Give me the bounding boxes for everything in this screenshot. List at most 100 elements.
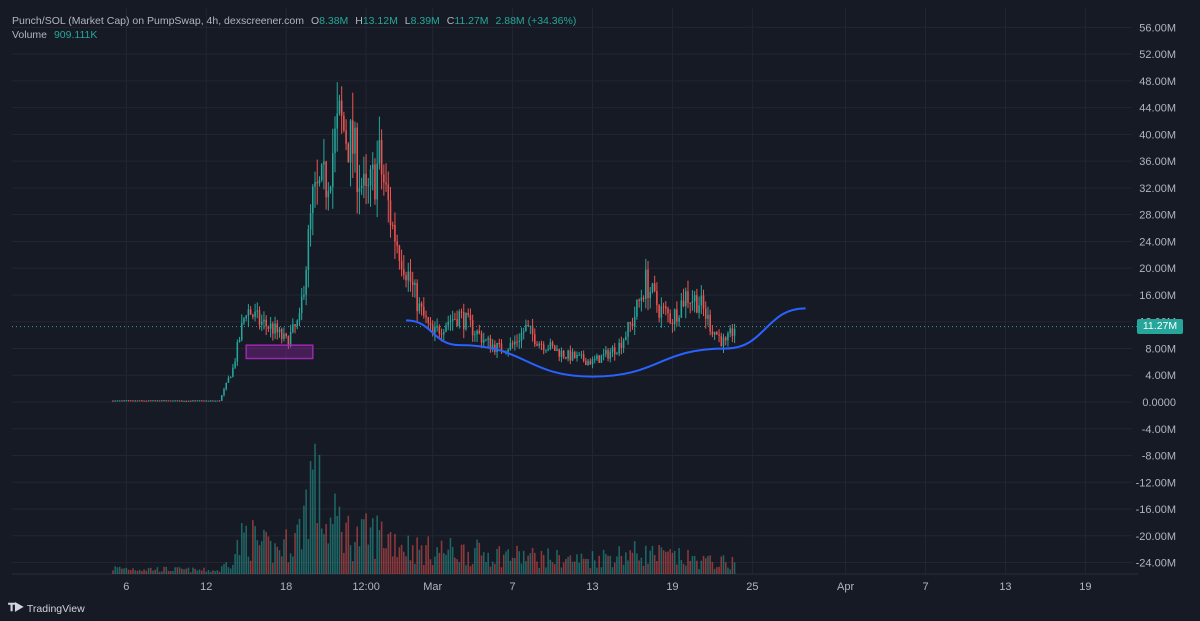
volume-bar: [123, 568, 125, 574]
volume-bar: [696, 560, 698, 574]
candle-body: [700, 295, 703, 306]
candle-body: [403, 269, 405, 276]
candle-body: [340, 100, 343, 116]
volume-bar: [252, 520, 254, 574]
volume-bar: [316, 523, 319, 574]
candle-body: [225, 382, 227, 390]
candle-body: [227, 378, 230, 383]
volume-bar: [276, 546, 279, 574]
volume-bar: [496, 548, 498, 574]
candle-body: [425, 315, 427, 318]
candle-body: [167, 400, 170, 402]
volume-bar: [112, 570, 114, 574]
volume-bar: [600, 567, 603, 574]
chart-legend: Punch/SOL (Market Cap) on PumpSwap, 4h, …: [12, 14, 576, 42]
volume-bar: [358, 546, 361, 574]
close-value: 11.27M: [454, 15, 489, 27]
volume-bar: [587, 558, 589, 574]
y-tick-label: 24.00M: [1139, 236, 1176, 248]
candle-body: [682, 300, 685, 307]
open-label: O: [310, 15, 320, 27]
candle-body: [338, 100, 341, 114]
candle-body: [252, 314, 254, 317]
candle-body: [112, 400, 114, 402]
candle-body: [132, 400, 134, 402]
volume-bar: [554, 564, 556, 574]
volume-bar: [256, 540, 259, 574]
candle-body: [163, 400, 165, 402]
volume-bar: [225, 562, 227, 574]
volume-bar: [585, 558, 587, 574]
candle-body: [127, 400, 130, 402]
volume-label: Volume: [12, 29, 48, 41]
volume-bar: [733, 562, 736, 574]
volume-bar: [365, 513, 367, 574]
candle-body: [656, 290, 658, 306]
candle-body: [187, 400, 190, 402]
candle-body: [554, 345, 556, 351]
volume-bar: [576, 554, 578, 574]
candle-body: [636, 299, 638, 317]
low-label: L: [404, 15, 411, 27]
volume-bar: [303, 505, 305, 574]
candle-body: [702, 295, 705, 309]
candle-body: [602, 354, 605, 356]
volume-bar: [727, 567, 729, 574]
x-tick-label: 19: [666, 581, 678, 593]
volume-bar: [305, 489, 307, 574]
candle-body: [431, 324, 434, 334]
volume-bar: [691, 555, 694, 574]
volume-bar: [724, 562, 727, 574]
candle-body: [327, 191, 330, 198]
candle-body: [565, 357, 567, 359]
candle-body: [509, 343, 512, 350]
candle-body: [280, 329, 283, 339]
volume-bar: [280, 556, 283, 574]
volume-bar: [653, 555, 656, 574]
volume-bar: [445, 554, 447, 574]
volume-bar: [487, 552, 489, 574]
candle-body: [589, 360, 592, 365]
candle-body: [189, 400, 192, 402]
volume-bar: [169, 571, 172, 574]
volume-bar: [136, 570, 139, 574]
candle-body: [525, 325, 527, 332]
candle-body: [138, 400, 141, 402]
candle-body: [216, 400, 219, 402]
volume-bar: [602, 549, 605, 574]
candle-body: [121, 400, 123, 402]
volume-bar: [434, 556, 436, 574]
volume-bar: [682, 563, 685, 574]
tradingview-branding[interactable]: 𝐓▶ TradingView: [8, 602, 85, 615]
volume-bar: [451, 546, 454, 574]
candle-body: [440, 333, 443, 335]
candle-body: [245, 315, 247, 319]
candle-body: [467, 312, 469, 315]
x-tick-label: 7: [922, 581, 928, 593]
candle-body: [343, 115, 345, 131]
volume-bar: [274, 543, 276, 574]
y-tick-label: -24.00M: [1136, 558, 1176, 570]
volume-bar: [189, 572, 192, 574]
volume-bar: [205, 571, 208, 574]
candle-body: [363, 173, 365, 186]
volume-bar: [161, 571, 163, 574]
volume-bar: [385, 548, 387, 574]
candle-body: [116, 400, 119, 402]
high-value: 13.12M: [362, 15, 398, 27]
volume-bar: [363, 519, 365, 574]
last-price-tag: 11.27M: [1137, 319, 1183, 335]
candle-body: [229, 376, 232, 379]
candle-body: [600, 355, 603, 363]
x-tick-label: 25: [746, 581, 758, 593]
candle-body: [438, 326, 441, 334]
candle-body: [429, 322, 432, 325]
volume-bar: [254, 526, 256, 574]
x-tick-label: Mar: [423, 581, 442, 593]
candle-body: [596, 355, 598, 360]
candle-body: [585, 360, 587, 366]
y-tick-label: -12.00M: [1136, 477, 1176, 489]
volume-bar: [560, 567, 563, 574]
volume-bar: [494, 563, 496, 574]
